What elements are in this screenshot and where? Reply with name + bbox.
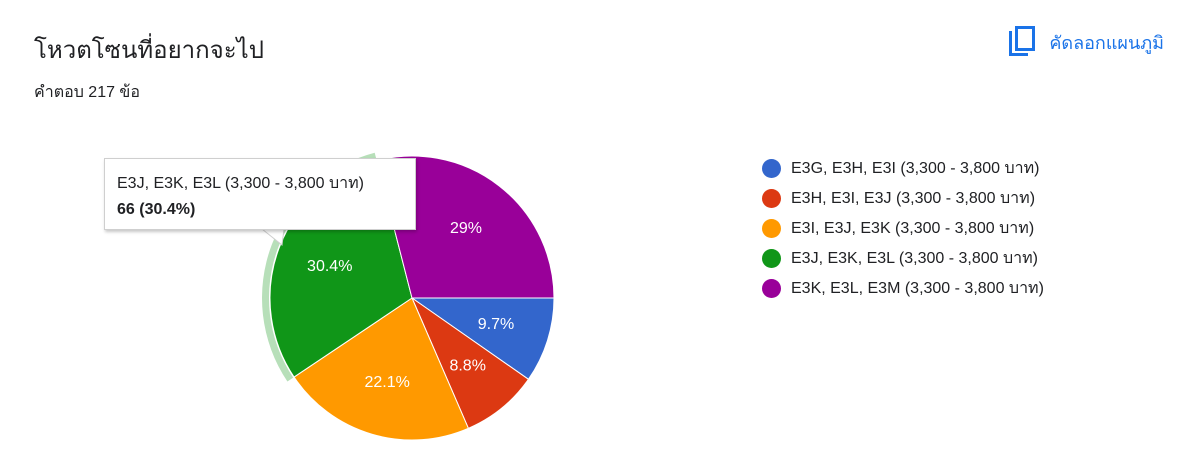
legend-label: E3G, E3H, E3I (3,300 - 3,800 บาท)	[791, 159, 1040, 177]
legend-item-e3j-e3k-e3l-3-300-3-800[interactable]: E3J, E3K, E3L (3,300 - 3,800 บาท)	[762, 243, 1044, 273]
response-count: คำตอบ 217 ข้อ	[34, 84, 140, 101]
legend-item-e3k-e3l-e3m-3-300-3-800[interactable]: E3K, E3L, E3M (3,300 - 3,800 บาท)	[762, 273, 1044, 303]
legend-label: E3K, E3L, E3M (3,300 - 3,800 บาท)	[791, 279, 1044, 297]
legend-swatch	[762, 158, 781, 178]
copy-chart-label: คัดลอกแผนภูมิ	[1049, 32, 1164, 53]
tooltip: E3J, E3K, E3L (3,300 - 3,800 บาท) 66 (30…	[104, 158, 416, 230]
copy-chart-button[interactable]: คัดลอกแผนภูมิ	[1007, 26, 1164, 58]
pie-slice-e3i-e3j-e3k-3-300-3-800[interactable]	[293, 297, 470, 441]
tooltip-pointer	[261, 228, 285, 246]
legend-swatch	[762, 218, 781, 238]
legend-label: E3J, E3K, E3L (3,300 - 3,800 บาท)	[791, 249, 1038, 267]
slice-percent-label: 30.4%	[307, 258, 352, 275]
legend-swatch	[762, 188, 781, 208]
legend-item-e3i-e3j-e3k-3-300-3-800[interactable]: E3I, E3J, E3K (3,300 - 3,800 บาท)	[762, 213, 1044, 243]
legend-swatch	[762, 248, 781, 268]
slice-percent-label: 9.7%	[478, 316, 514, 333]
legend-item-e3g-e3h-e3i-3-300-3-800[interactable]: E3G, E3H, E3I (3,300 - 3,800 บาท)	[762, 153, 1044, 183]
tooltip-label: E3J, E3K, E3L (3,300 - 3,800 บาท)	[117, 175, 364, 192]
pie-slice-e3g-e3h-e3i-3-300-3-800[interactable]	[410, 297, 555, 380]
legend: E3G, E3H, E3I (3,300 - 3,800 บาท) E3H, E3…	[762, 153, 1044, 303]
legend-item-e3h-e3i-e3j-3-300-3-800[interactable]: E3H, E3I, E3J (3,300 - 3,800 บาท)	[762, 183, 1044, 213]
legend-label: E3H, E3I, E3J (3,300 - 3,800 บาท)	[791, 189, 1036, 207]
copy-icon	[1009, 26, 1036, 56]
tooltip-value: 66 (30.4%)	[117, 201, 196, 218]
slice-percent-label: 22.1%	[364, 374, 409, 391]
legend-label: E3I, E3J, E3K (3,300 - 3,800 บาท)	[791, 219, 1035, 237]
slice-percent-label: 29%	[450, 220, 482, 237]
pie-slice-e3k-e3l-e3m-3-300-3-800[interactable]	[376, 155, 555, 299]
slice-percent-label: 8.8%	[449, 358, 485, 375]
legend-swatch	[762, 278, 781, 298]
chart-title: โหวตโซนที่อยากจะไป	[34, 37, 264, 64]
